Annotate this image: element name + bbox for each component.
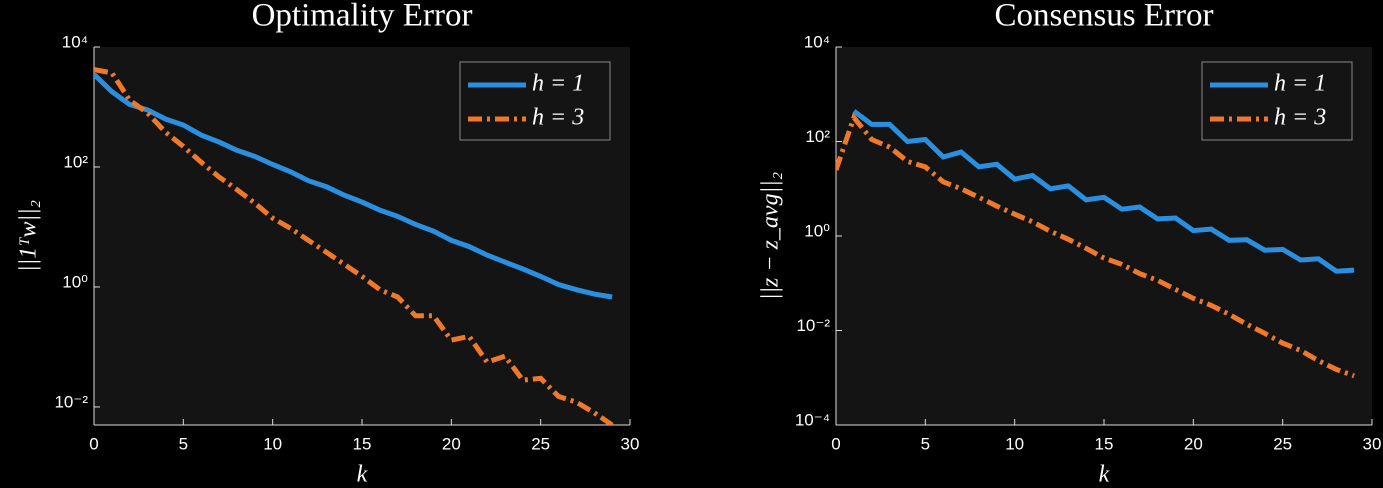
y-tick-label: 10⁻⁴: [795, 410, 830, 429]
x-tick-label: 0: [831, 434, 840, 453]
y-tick-label: 10²: [805, 127, 830, 146]
x-axis-label: k: [357, 462, 368, 488]
y-axis-label: ||1ᵀw||₂: [16, 200, 42, 272]
series-line: [852, 109, 1355, 274]
y-tick-label: 10⁴: [804, 32, 830, 51]
legend-box: [459, 61, 611, 141]
y-tick-label: 10⁴: [62, 32, 88, 51]
y-tick-label: 10⁰: [804, 221, 830, 240]
x-tick-label: 0: [89, 434, 98, 453]
x-tick-label: 10: [263, 434, 282, 453]
y-tick-label: 10⁰: [62, 272, 88, 291]
plot-lines: [94, 67, 614, 425]
x-tick-label: 5: [179, 434, 188, 453]
chart-title: Consensus Error: [994, 0, 1213, 34]
legend-label: h = 3: [1274, 105, 1326, 131]
x-tick-label: 30: [1363, 434, 1382, 453]
y-tick-label: 10²: [63, 152, 88, 171]
x-axis-label: k: [1099, 462, 1110, 488]
x-tick-label: 20: [1184, 434, 1203, 453]
y-axis-label: ||z − z_avg||₂: [758, 172, 784, 300]
series-line: [94, 72, 613, 300]
legend-label: h = 3: [532, 105, 584, 131]
series-line: [836, 112, 1355, 379]
x-tick-label: 15: [353, 434, 372, 453]
x-tick-label: 5: [921, 434, 930, 453]
y-tick-label: 10⁻²: [54, 392, 88, 411]
series-line: [94, 67, 614, 425]
x-tick-label: 15: [1095, 434, 1114, 453]
legend-label: h = 1: [532, 71, 584, 97]
x-tick-label: 25: [531, 434, 550, 453]
x-tick-label: 20: [442, 434, 461, 453]
plot-lines: [836, 109, 1355, 379]
x-tick-label: 30: [621, 434, 640, 453]
y-tick-label: 10⁻²: [796, 316, 830, 335]
chart-title: Optimality Error: [252, 0, 473, 34]
x-tick-label: 10: [1005, 434, 1024, 453]
legend-label: h = 1: [1274, 71, 1326, 97]
legend-box: [1201, 61, 1353, 141]
x-tick-label: 25: [1273, 434, 1292, 453]
